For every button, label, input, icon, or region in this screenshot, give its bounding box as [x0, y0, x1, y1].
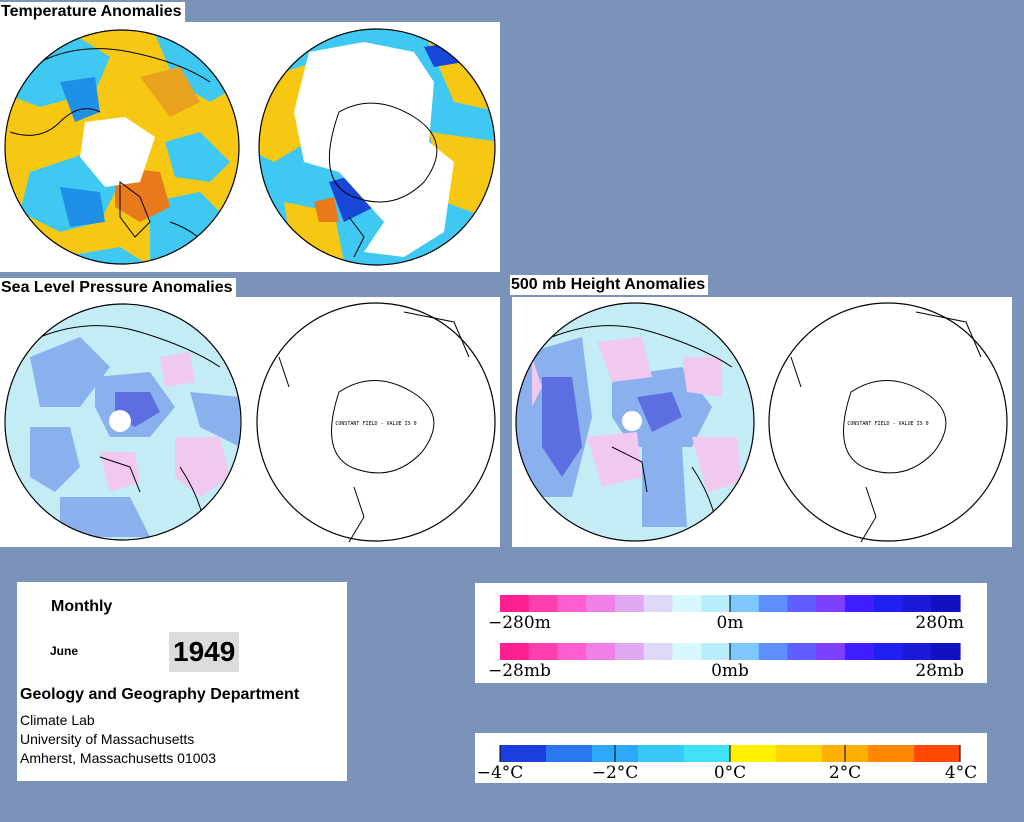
height-panel: CONSTANT FIELD - VALUE IS 0: [512, 297, 1012, 547]
height-scale-label-max: 280m: [915, 613, 964, 633]
slp-heading: Sea Level Pressure Anomalies: [0, 278, 236, 298]
pressure-bar-swatch: [586, 643, 616, 660]
height-bar-swatch: [586, 595, 616, 612]
temperature-scale-label-3: 2°C: [829, 763, 861, 783]
temperature-scale: −4°C −2°C 0°C 2°C 4°C: [475, 733, 987, 783]
pressure-bar-swatch: [528, 643, 559, 660]
pressure-bar-swatch: [730, 643, 760, 660]
temperature-bar-swatch: [500, 745, 547, 762]
temperature-bar-swatch: [684, 745, 731, 762]
month-label: June: [50, 644, 79, 658]
height-bar-swatch: [902, 595, 932, 612]
address-label: Amherst, Massachusetts 01003: [20, 750, 217, 766]
temperature-bar-swatch: [868, 745, 915, 762]
pressure-bar-swatch: [643, 643, 674, 660]
height-bar-swatch: [672, 595, 702, 612]
year-label: 1949: [169, 632, 240, 672]
pressure-color-bar: [500, 643, 961, 660]
department-label: Geology and Geography Department: [20, 686, 300, 703]
pressure-scale-label-max: 28mb: [915, 661, 964, 681]
temperature-scale-label-2: 0°C: [714, 763, 746, 783]
height-bar-swatch: [931, 595, 961, 612]
height-bar-swatch: [845, 595, 875, 612]
temperature-panel: [0, 22, 500, 272]
temperature-bar-swatch: [776, 745, 823, 762]
pressure-bar-swatch: [758, 643, 789, 660]
height-heading: 500 mb Height Anomalies: [510, 275, 709, 295]
height-bar-swatch: [701, 595, 731, 612]
height-bar-swatch: [873, 595, 904, 612]
temperature-bar-swatch: [914, 745, 961, 762]
pressure-bar-swatch: [615, 643, 645, 660]
period-label: Monthly: [51, 598, 113, 615]
pressure-bar-swatch: [787, 643, 817, 660]
pressure-bar-swatch: [931, 643, 961, 660]
height-bar-swatch: [816, 595, 846, 612]
lab-label: Climate Lab: [20, 712, 95, 728]
height-bar-swatch: [615, 595, 645, 612]
height-bar-swatch: [787, 595, 817, 612]
height-bar-swatch: [730, 595, 760, 612]
temperature-bar-swatch: [546, 745, 593, 762]
temperature-map-north: [4, 29, 240, 265]
pressure-scale-label-min: −28mb: [488, 661, 551, 681]
temperature-scale-label-1: −2°C: [592, 763, 639, 783]
pressure-bar-swatch: [500, 643, 530, 660]
slp-map-south: CONSTANT FIELD - VALUE IS 0: [256, 302, 496, 543]
height-map-south: CONSTANT FIELD - VALUE IS 0: [768, 302, 1008, 543]
slp-panel: CONSTANT FIELD - VALUE IS 0: [0, 297, 500, 547]
temperature-bar-swatch: [730, 745, 777, 762]
info-box: Monthly June 1949 Geology and Geography …: [17, 582, 347, 781]
temperature-scale-label-4: 4°C: [945, 763, 977, 783]
pressure-bar-swatch: [701, 643, 731, 660]
university-label: University of Massachusetts: [20, 731, 195, 747]
height-constant-field-note: CONSTANT FIELD - VALUE IS 0: [847, 421, 928, 427]
temperature-scale-label-0: −4°C: [477, 763, 524, 783]
temperature-map-south: [258, 28, 496, 266]
pressure-bar-swatch: [816, 643, 846, 660]
pressure-bar-swatch: [902, 643, 932, 660]
temperature-color-bar: [499, 745, 961, 762]
height-pressure-scale: −280m 0m 280m −28mb 0mb 28mb: [475, 583, 987, 683]
height-color-bar: [500, 595, 961, 612]
height-bar-swatch: [528, 595, 559, 612]
pressure-bar-swatch: [557, 643, 587, 660]
height-scale-label-mid: 0m: [717, 613, 744, 633]
height-map-north: [515, 302, 755, 542]
temperature-heading: Temperature Anomalies: [0, 2, 185, 22]
slp-constant-field-note: CONSTANT FIELD - VALUE IS 0: [335, 421, 416, 427]
height-scale-label-min: −280m: [488, 613, 551, 633]
height-bar-swatch: [557, 595, 587, 612]
slp-map-north: [4, 303, 242, 541]
temperature-bar-swatch: [638, 745, 685, 762]
height-bar-swatch: [500, 595, 530, 612]
pressure-scale-label-mid: 0mb: [711, 661, 749, 681]
pressure-bar-swatch: [873, 643, 904, 660]
height-bar-swatch: [643, 595, 674, 612]
pressure-bar-swatch: [845, 643, 875, 660]
height-bar-swatch: [758, 595, 789, 612]
pressure-bar-swatch: [672, 643, 702, 660]
